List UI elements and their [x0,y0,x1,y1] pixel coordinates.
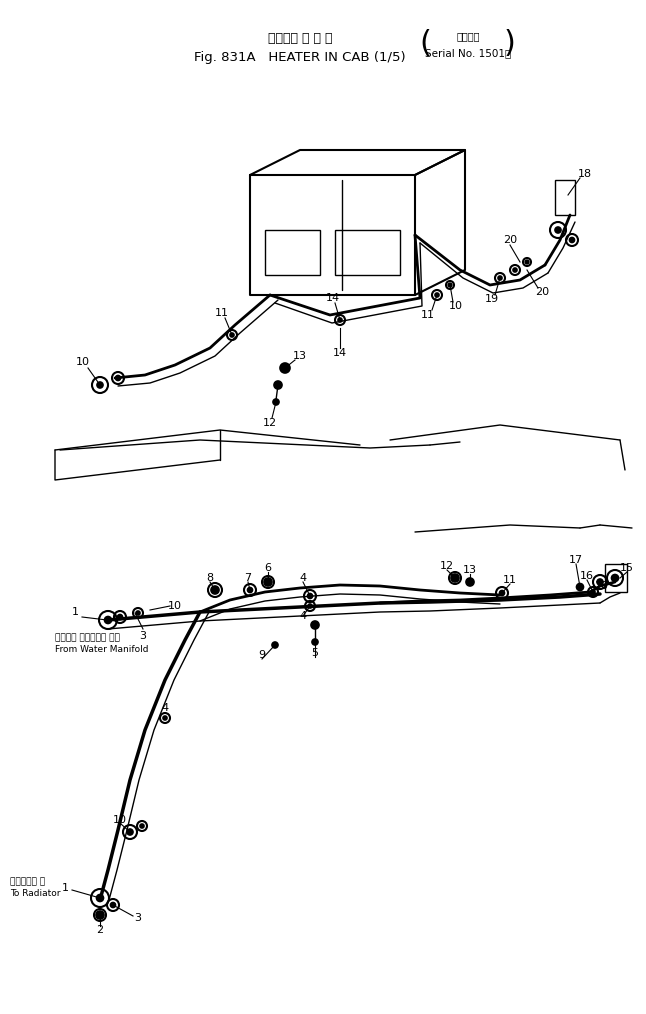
Text: 18: 18 [578,169,592,179]
Circle shape [273,399,279,405]
Text: 14: 14 [333,348,347,358]
Circle shape [499,590,505,595]
Circle shape [311,621,319,629]
Text: 10: 10 [168,601,182,611]
Text: From Water Manifold: From Water Manifold [55,646,149,654]
Text: ウォータ マニホルド から: ウォータ マニホルド から [55,634,120,643]
Text: Fig. 831A   HEATER IN CAB (1/5): Fig. 831A HEATER IN CAB (1/5) [194,52,406,65]
Text: 11: 11 [421,310,435,320]
Text: 10: 10 [76,357,90,367]
Text: 7: 7 [244,573,251,583]
Text: 3: 3 [134,913,141,923]
Text: Serial No. 1501～: Serial No. 1501～ [425,48,511,58]
Text: 4: 4 [300,573,307,583]
Circle shape [118,614,123,620]
Text: 11: 11 [215,308,229,318]
Circle shape [116,375,121,380]
Text: 6: 6 [264,563,271,573]
Text: 10: 10 [595,581,609,591]
Bar [605,564,627,592]
Circle shape [576,583,583,590]
Circle shape [312,639,318,645]
Text: 20: 20 [535,287,549,297]
Text: 2: 2 [96,925,103,935]
Bar [335,230,400,275]
Circle shape [435,293,439,297]
Text: 1: 1 [72,607,79,617]
Text: 10: 10 [449,301,463,311]
Circle shape [308,604,312,608]
Circle shape [591,590,595,594]
Text: ラジエータ へ: ラジエータ へ [10,877,45,886]
Text: 14: 14 [326,293,340,303]
Circle shape [105,617,112,624]
Circle shape [230,333,234,337]
Circle shape [498,276,502,280]
Bar [555,180,575,215]
Text: 3: 3 [140,631,147,641]
Text: 11: 11 [503,575,517,585]
Circle shape [247,587,253,592]
Text: 13: 13 [463,565,477,575]
Text: 17: 17 [569,555,583,565]
Text: 8: 8 [207,573,214,583]
Text: 20: 20 [503,235,517,245]
Circle shape [612,575,618,581]
Text: 19: 19 [485,294,499,304]
Text: (: ( [419,29,431,59]
Circle shape [97,382,103,388]
Circle shape [127,829,133,835]
Circle shape [466,578,474,586]
Circle shape [513,268,517,272]
Text: 5: 5 [311,648,318,658]
Circle shape [448,283,452,287]
Circle shape [211,586,219,594]
Text: 12: 12 [440,561,454,571]
Text: 9: 9 [258,650,266,660]
Circle shape [451,574,459,582]
Text: 13: 13 [293,351,307,361]
Circle shape [570,237,574,242]
Text: 16: 16 [580,571,594,581]
Circle shape [597,579,603,585]
Circle shape [272,642,278,648]
Circle shape [338,318,342,322]
Text: キャブ用 ヒ ー タ: キャブ用 ヒ ー タ [267,31,332,45]
Circle shape [163,716,167,720]
Text: 15: 15 [620,563,634,573]
Circle shape [307,593,313,598]
Text: To Radiator: To Radiator [10,889,61,898]
Circle shape [96,911,104,919]
Circle shape [264,578,272,586]
Text: 適用号機: 適用号機 [456,31,480,41]
Text: 12: 12 [263,418,277,428]
Circle shape [280,363,290,373]
Circle shape [136,611,140,615]
Bar [265,230,320,275]
Circle shape [110,902,116,908]
Circle shape [555,227,561,233]
Circle shape [525,261,529,264]
Text: 4: 4 [300,611,307,621]
Text: 1: 1 [61,883,68,893]
Text: ): ) [504,29,516,59]
Text: 4: 4 [162,703,169,713]
Circle shape [274,381,282,389]
Circle shape [140,824,144,828]
Circle shape [96,894,103,901]
Text: 10: 10 [113,815,127,825]
